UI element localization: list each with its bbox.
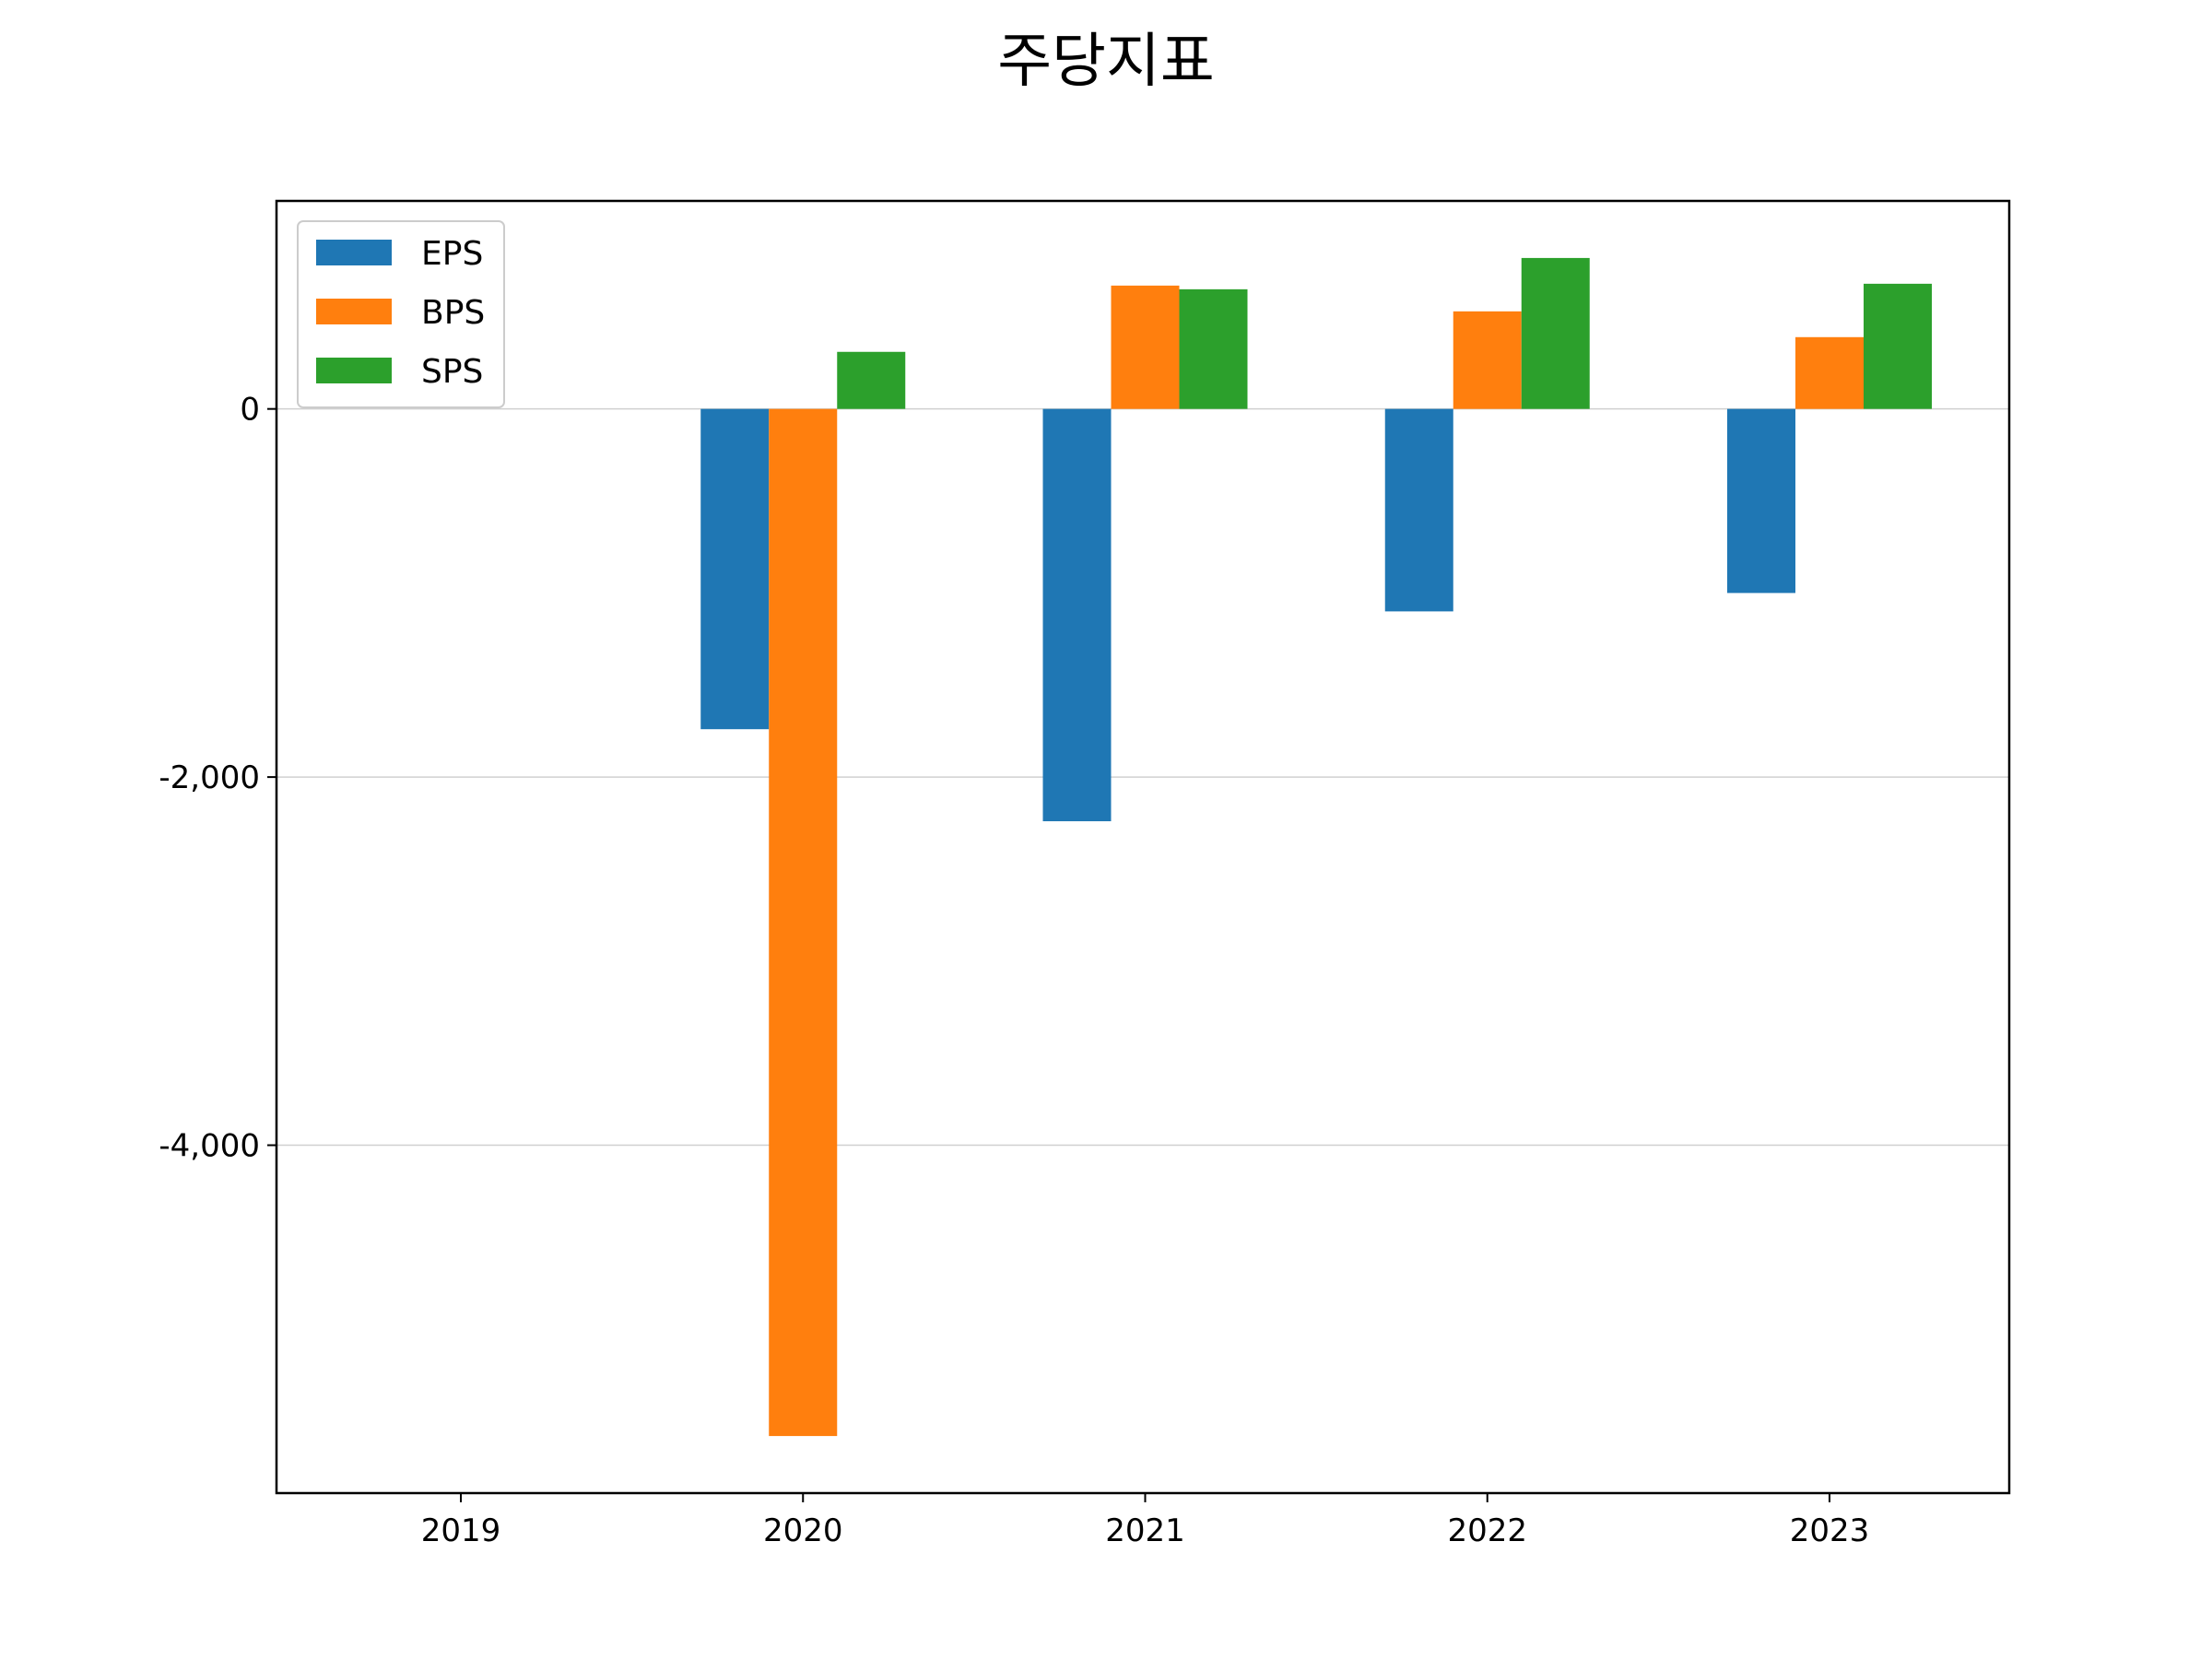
bar-sps-2020	[837, 351, 906, 409]
legend-swatch-sps	[316, 358, 392, 383]
legend-label-bps: BPS	[421, 294, 485, 332]
bar-eps-2023	[1727, 408, 1795, 594]
legend-swatch-bps	[316, 299, 392, 324]
bar-bps-2020	[769, 408, 838, 1437]
legend-swatch-eps	[316, 240, 392, 265]
x-axis: 2019 2020 2021 2022 2023	[421, 1493, 1870, 1549]
y-tick-label-2: -4,000	[159, 1128, 260, 1165]
chart-title: 주당지표	[997, 28, 1215, 96]
bar-sps-2021	[1179, 288, 1248, 409]
plot-frame	[275, 199, 2011, 1495]
x-tick-label-2020: 2020	[763, 1512, 843, 1549]
y-tick-label-1: -2,000	[159, 759, 260, 796]
x-tick-label-2019: 2019	[421, 1512, 501, 1549]
bar-eps-2020	[700, 408, 770, 730]
x-tick-label-2021: 2021	[1105, 1512, 1185, 1549]
bar-bps-2022	[1453, 311, 1522, 409]
x-tick-label-2023: 2023	[1790, 1512, 1870, 1549]
legend-label-sps: SPS	[421, 353, 483, 391]
bar-eps-2021	[1042, 408, 1112, 822]
y-axis: 0 -2,000 -4,000	[159, 392, 276, 1165]
legend-label-eps: EPS	[421, 235, 483, 273]
x-tick-label-2022: 2022	[1447, 1512, 1527, 1549]
bars	[700, 257, 1932, 1437]
bar-sps-2022	[1521, 257, 1590, 409]
legend: EPS BPS SPS	[297, 220, 505, 408]
bar-sps-2023	[1864, 283, 1932, 409]
bar-eps-2022	[1384, 408, 1453, 612]
y-tick-label-0: 0	[240, 392, 260, 429]
bar-bps-2021	[1111, 285, 1180, 409]
bar-bps-2023	[1795, 336, 1864, 409]
